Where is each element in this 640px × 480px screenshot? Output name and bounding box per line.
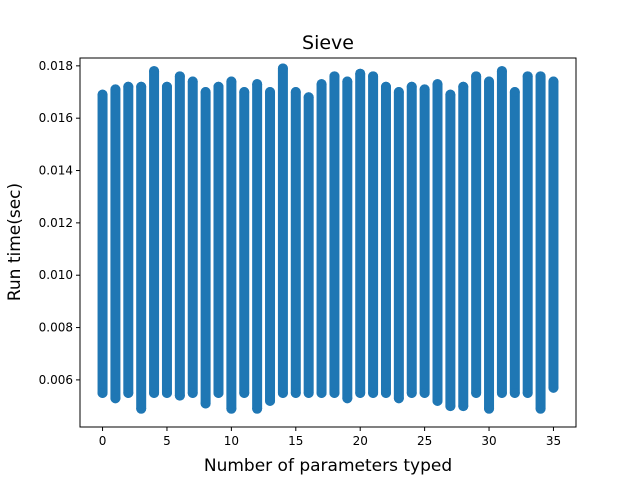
data-point-min: [149, 387, 160, 398]
data-point-min: [200, 398, 211, 409]
data-point-min: [252, 403, 263, 414]
data-point-max: [213, 81, 224, 92]
data-point-max: [290, 87, 301, 98]
data-point-max: [419, 84, 430, 95]
data-point-max: [161, 81, 172, 92]
data-point-min: [484, 403, 495, 414]
x-tick-label: 20: [353, 434, 368, 448]
data-point-min: [187, 387, 198, 398]
data-point-min: [161, 387, 172, 398]
data-point-min: [226, 403, 237, 414]
x-axis-ticks: 0 5 10 15 20 25 30 35: [99, 427, 561, 448]
data-point-min: [277, 387, 288, 398]
y-tick-label: 0.012: [39, 216, 73, 230]
plot-frame: [79, 57, 577, 428]
data-point-min: [393, 393, 404, 404]
data-point-max: [535, 71, 546, 82]
data-point-max: [432, 79, 443, 90]
data-point-max: [200, 87, 211, 98]
data-point-max: [471, 71, 482, 82]
data-point-min: [445, 401, 456, 412]
chart-title: Sieve: [302, 32, 354, 54]
y-axis-label: Run time(sec): [5, 183, 25, 301]
y-axis-ticks: 0.006 0.008 0.010 0.012 0.014 0.016 0.018: [39, 59, 80, 387]
data-point-min: [342, 393, 353, 404]
data-point-min: [329, 387, 340, 398]
x-tick-label: 25: [417, 434, 432, 448]
data-point-max: [380, 81, 391, 92]
x-axis-label: Number of parameters typed: [204, 456, 452, 476]
data-point-max: [303, 92, 314, 103]
x-tick-label: 10: [224, 434, 239, 448]
data-point-max: [187, 76, 198, 87]
data-point-max: [97, 89, 108, 100]
data-point-max: [316, 79, 327, 90]
data-point-max: [548, 76, 559, 87]
data-point-min: [522, 387, 533, 398]
data-point-max: [329, 71, 340, 82]
data-point-min: [406, 387, 417, 398]
data-point-max: [226, 76, 237, 87]
data-point-max: [368, 71, 379, 82]
y-tick-label: 0.018: [39, 59, 73, 73]
data-point-min: [496, 387, 507, 398]
data-point-max: [355, 68, 366, 79]
y-tick-label: 0.016: [39, 111, 73, 125]
data-point-min: [316, 387, 327, 398]
x-tick-label: 35: [546, 434, 561, 448]
data-point-max: [342, 76, 353, 87]
data-point-min: [290, 387, 301, 398]
data-point-max: [393, 87, 404, 98]
data-point-min: [458, 401, 469, 412]
data-point-max: [136, 81, 147, 92]
data-point-max: [265, 87, 276, 98]
data-point-min: [432, 395, 443, 406]
data-point-min: [213, 387, 224, 398]
data-point-max: [445, 89, 456, 100]
data-point-min: [535, 403, 546, 414]
x-tick-label: 0: [99, 434, 107, 448]
data-points: [97, 63, 559, 414]
data-point-max: [277, 63, 288, 74]
data-point-max: [496, 66, 507, 77]
data-point-max: [484, 76, 495, 87]
data-point-max: [509, 87, 520, 98]
x-tick-label: 5: [163, 434, 171, 448]
data-point-min: [380, 387, 391, 398]
data-point-max: [149, 66, 160, 77]
data-point-max: [522, 71, 533, 82]
y-tick-label: 0.008: [39, 321, 73, 335]
data-point-max: [406, 81, 417, 92]
data-point-min: [97, 387, 108, 398]
data-point-max: [458, 81, 469, 92]
y-tick-label: 0.006: [39, 373, 73, 387]
data-point-min: [123, 387, 134, 398]
x-tick-label: 30: [481, 434, 496, 448]
data-point-max: [174, 71, 185, 82]
data-point-min: [471, 387, 482, 398]
y-tick-label: 0.010: [39, 268, 73, 282]
x-tick-label: 15: [288, 434, 303, 448]
y-tick-label: 0.014: [39, 164, 73, 178]
data-point-min: [419, 387, 430, 398]
data-point-max: [110, 84, 121, 95]
data-point-min: [509, 387, 520, 398]
data-point-min: [303, 387, 314, 398]
data-point-min: [239, 387, 250, 398]
data-point-max: [123, 81, 134, 92]
data-point-max: [239, 87, 250, 98]
data-point-min: [174, 390, 185, 401]
data-point-min: [368, 387, 379, 398]
data-point-min: [110, 393, 121, 404]
data-point-min: [355, 387, 366, 398]
data-point-min: [136, 403, 147, 414]
data-point-min: [265, 395, 276, 406]
data-point-max: [252, 79, 263, 90]
data-point-min: [548, 382, 559, 393]
